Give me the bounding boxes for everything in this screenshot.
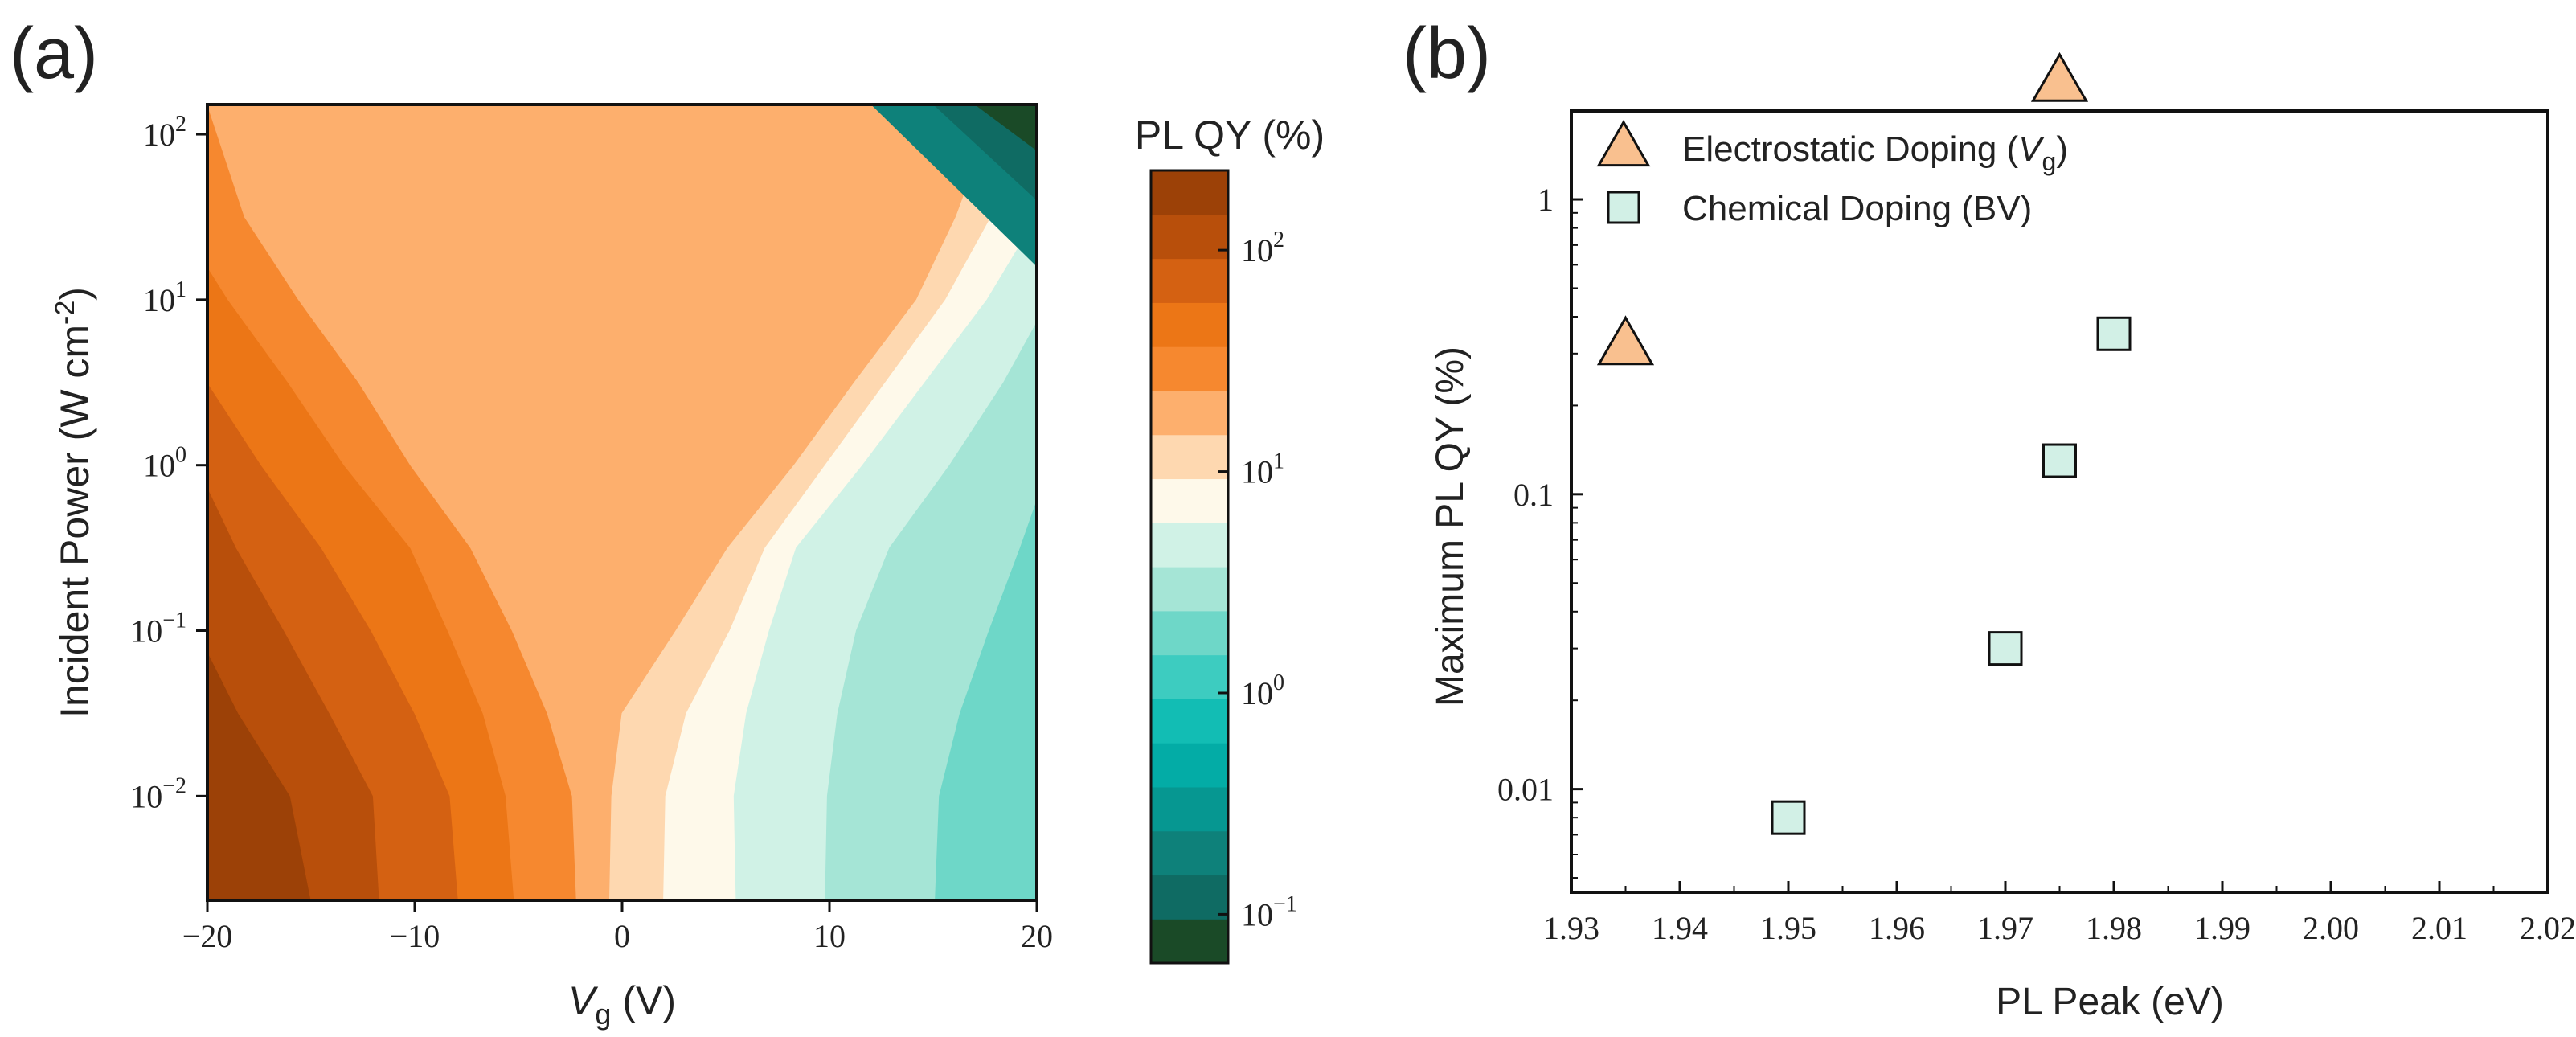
heatmap-x-tick-label: 0 xyxy=(614,918,630,954)
heatmap-axes: −20 −10 0 10 20 10−2 10−1 100 101 102 xyxy=(130,112,1053,954)
colorbar-segment xyxy=(1151,919,1228,964)
colorbar-segment xyxy=(1151,699,1228,744)
square-marker xyxy=(2096,316,2132,351)
square-marker xyxy=(1771,800,1806,835)
scatter-x-tick-label: 1.93 xyxy=(1543,910,1599,946)
colorbar-tick-label: 100 xyxy=(1241,670,1284,711)
heatmap-x-tick-label: −10 xyxy=(390,918,440,954)
triangle-marker xyxy=(2030,51,2089,102)
colorbar-segment xyxy=(1151,258,1228,303)
colorbar-segment xyxy=(1151,830,1228,876)
colorbar-title: PL QY (%) xyxy=(1135,113,1325,158)
colorbar-segment xyxy=(1151,654,1228,699)
scatter-y-tick-label: 0.01 xyxy=(1497,772,1554,808)
scatter-y-axis-label: Maximum PL QY (%) xyxy=(1429,346,1472,707)
colorbar-segment xyxy=(1151,610,1228,656)
legend-label-electrostatic: Electrostatic Doping (Vg) xyxy=(1682,129,2068,176)
heatmap-y-tick-label: 100 xyxy=(143,443,186,484)
square-marker xyxy=(1988,631,2023,666)
heatmap-y-tick-label: 10−1 xyxy=(130,609,186,650)
scatter-x-tick-label: 1.94 xyxy=(1652,910,1708,946)
heatmap-y-tick-label: 10−2 xyxy=(130,773,186,814)
scatter-x-axis-label: PL Peak (eV) xyxy=(1996,981,2224,1023)
heatmap-x-tick-label: −20 xyxy=(182,918,233,954)
heatmap-y-tick-label: 102 xyxy=(143,112,186,153)
colorbar-segment xyxy=(1151,567,1228,612)
heatmap-y-axis-label: Incident Power (W cm-2) xyxy=(50,287,97,718)
scatter-plot: 1.93 1.94 1.95 1.96 1.97 1.98 1.99 2.00 2.01 2.02… xyxy=(1497,51,2576,946)
colorbar-segment xyxy=(1151,523,1228,568)
colorbar-segment xyxy=(1151,478,1228,523)
panel-b-label: (b) xyxy=(1403,14,1491,94)
scatter-y-tick-label: 1 xyxy=(1538,182,1554,218)
contour-band xyxy=(1036,893,1037,900)
legend-label-chemical: Chemical Doping (BV) xyxy=(1682,189,2032,228)
colorbar-segment xyxy=(1151,302,1228,347)
colorbar-segment xyxy=(1151,346,1228,391)
scatter-x-tick-label: 2.00 xyxy=(2303,910,2359,946)
colorbar-segment xyxy=(1151,390,1228,436)
colorbar-segment xyxy=(1151,786,1228,832)
scatter-x-tick-label: 1.95 xyxy=(1760,910,1816,946)
colorbar-segment xyxy=(1151,434,1228,480)
scatter-x-tick-label: 1.96 xyxy=(1869,910,1925,946)
colorbar-tick-label: 101 xyxy=(1241,449,1284,490)
legend-triangle-icon xyxy=(1596,120,1651,167)
heatmap-x-tick-label: 10 xyxy=(813,918,846,954)
scatter-x-tick-label: 2.02 xyxy=(2520,910,2576,946)
colorbar-segment xyxy=(1151,875,1228,920)
colorbar-segment xyxy=(1151,214,1228,260)
colorbar-frame xyxy=(1149,169,1230,965)
scatter-x-tick-label: 1.97 xyxy=(1977,910,2033,946)
colorbar-tick-label: 10−1 xyxy=(1241,891,1297,932)
square-marker xyxy=(2042,443,2077,478)
scatter-x-tick-label: 1.98 xyxy=(2086,910,2142,946)
colorbar: 102 101 100 10−1 xyxy=(1149,169,1297,965)
heatmap-x-tick-label: 20 xyxy=(1021,918,1053,954)
contour-band xyxy=(207,650,312,900)
colorbar-tick-label: 102 xyxy=(1241,227,1284,268)
contour-band xyxy=(974,105,1037,151)
heatmap-x-axis-label: Vg (V) xyxy=(568,978,676,1031)
colorbar-segment xyxy=(1151,743,1228,788)
contour-band xyxy=(935,499,1037,900)
scatter-x-tick-label: 2.01 xyxy=(2411,910,2467,946)
scatter-y-tick-label: 0.1 xyxy=(1513,477,1554,513)
triangle-marker xyxy=(1596,315,1655,366)
heatmap-y-tick-label: 101 xyxy=(143,277,186,318)
scatter-x-tick-label: 1.99 xyxy=(2194,910,2250,946)
legend-square-icon xyxy=(1607,191,1640,224)
panel-a-label: (a) xyxy=(10,14,98,94)
heatmap-plot xyxy=(207,105,1037,900)
colorbar-segment xyxy=(1151,170,1228,215)
legend: Electrostatic Doping (Vg) Chemical Doping… xyxy=(1682,129,2068,228)
